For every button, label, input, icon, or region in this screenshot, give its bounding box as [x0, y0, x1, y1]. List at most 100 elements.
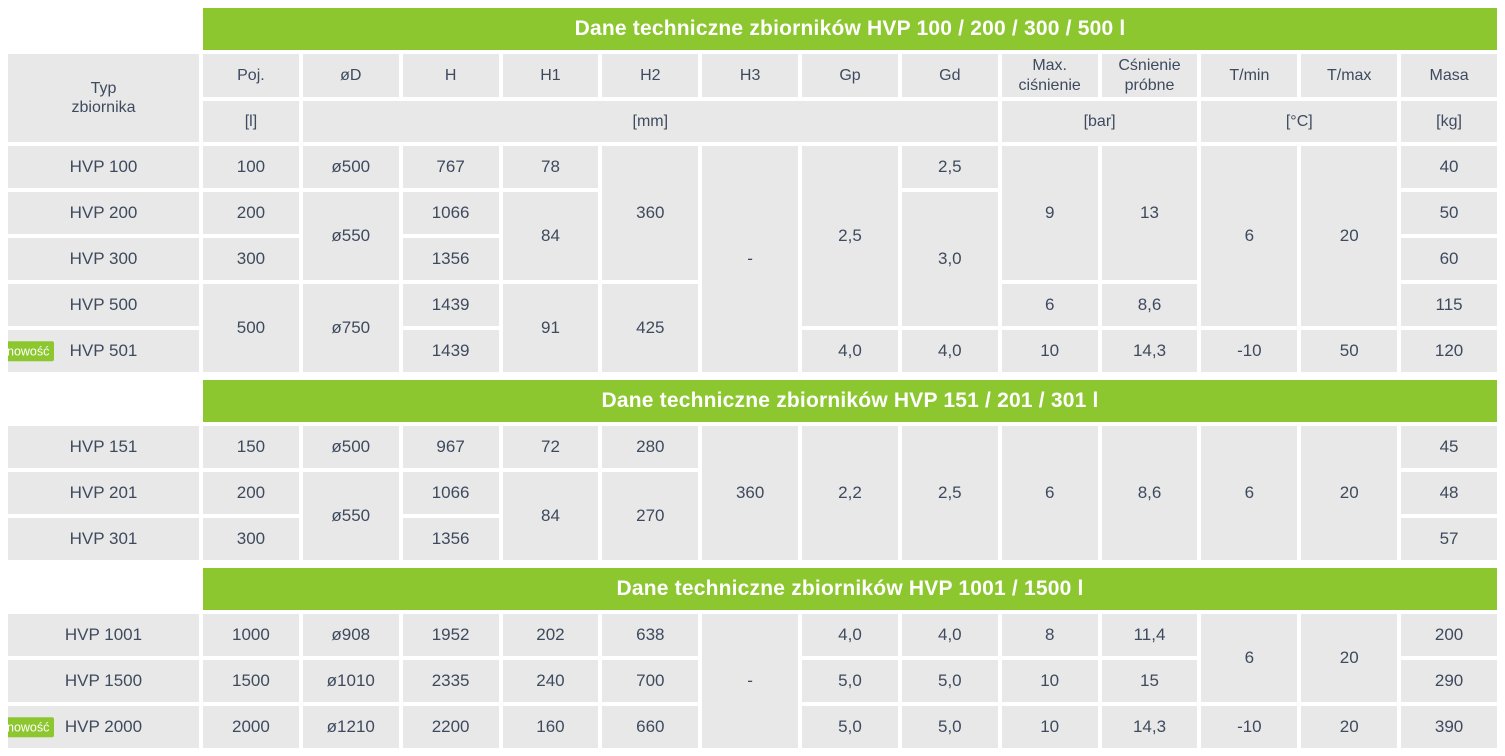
data-cell: 2200 — [398, 702, 503, 752]
column-header-9: Cśnienie próbne — [1097, 50, 1202, 101]
tank-type-label: HVP 500 — [69, 295, 138, 314]
tank-type-label: HVP 151 — [69, 437, 138, 456]
unit-header-1: [mm] — [298, 97, 1002, 146]
column-header-10: T/min — [1197, 50, 1302, 101]
data-cell: 100 — [199, 142, 303, 192]
data-cell: 10 — [997, 326, 1102, 376]
unit-header-0: [l] — [199, 97, 303, 146]
tank-type-label: HVP 301 — [69, 529, 138, 548]
data-cell: ø1010 — [298, 656, 403, 706]
table-row: HVP 500 500 ø750 1439 91 425 6 8,6 115 — [4, 280, 1501, 376]
data-cell: 14,3 — [1097, 702, 1202, 752]
section-title: Dane techniczne zbiorników HVP 151 / 201… — [199, 376, 1501, 426]
tank-type-cell: HVP 301 — [4, 514, 203, 564]
data-cell: 2000 — [199, 702, 303, 752]
data-cell: 4,0 — [897, 610, 1002, 660]
data-cell: ø908 — [298, 610, 403, 660]
tank-type-cell: HVP 1500 — [4, 656, 203, 706]
data-cell: 4,0 — [798, 326, 902, 376]
data-cell: ø550 — [298, 468, 403, 564]
tank-type-cell: nowość HVP 2000 — [4, 702, 203, 752]
tank-type-label: HVP 1001 — [64, 625, 143, 644]
data-cell: 6 — [997, 280, 1102, 330]
column-header-3: H1 — [498, 50, 603, 101]
tank-type-label: HVP 100 — [69, 157, 138, 176]
data-cell: 700 — [598, 656, 703, 706]
data-cell: 91 — [498, 280, 603, 376]
column-header-12: Masa — [1397, 50, 1501, 101]
data-cell: 5,0 — [897, 702, 1002, 752]
data-cell: 425 — [598, 280, 703, 376]
data-cell: 4,0 — [897, 326, 1002, 376]
unit-header-3: [°C] — [1197, 97, 1402, 146]
data-cell: 200 — [1397, 610, 1501, 660]
tank-type-label: HVP 200 — [69, 203, 138, 222]
data-cell: 150 — [199, 422, 303, 472]
title-spacer-cell — [4, 4, 203, 54]
tank-type-cell: nowość HVP 501 — [4, 326, 203, 376]
data-cell: 11,4 — [1097, 610, 1202, 660]
data-cell: ø500 — [298, 422, 403, 472]
type-column-header: Typ zbiornika — [4, 50, 203, 146]
data-cell: 280 — [598, 422, 703, 472]
tank-type-label: HVP 2000 — [64, 717, 143, 736]
column-header-4: H2 — [598, 50, 703, 101]
tank-type-cell: HVP 300 — [4, 234, 203, 284]
data-cell: 1500 — [199, 656, 303, 706]
data-cell: 20 — [1297, 702, 1402, 752]
table-row: nowość HVP 501 1439 4,0 4,0 10 14,3 -10 50 120 — [4, 326, 1501, 376]
table-row: HVP 200 200 ø550 1066 84 3,0 50 — [4, 188, 1501, 330]
tank-type-cell: HVP 500 — [4, 280, 203, 330]
data-cell: ø750 — [298, 280, 403, 376]
data-cell: 20 — [1297, 610, 1402, 706]
tank-type-cell: HVP 100 — [4, 142, 203, 192]
data-cell: 240 — [498, 656, 603, 706]
data-cell: 300 — [199, 234, 303, 284]
column-header-7: Gd — [897, 50, 1002, 101]
data-cell: 3,0 — [897, 188, 1002, 330]
data-cell: 72 — [498, 422, 603, 472]
section-title: Dane techniczne zbiorników HVP 100 / 200… — [199, 4, 1501, 54]
data-cell: 45 — [1397, 422, 1501, 472]
unit-header-4: [kg] — [1397, 97, 1501, 146]
data-cell: 360 — [698, 422, 803, 564]
data-cell: 2,5 — [897, 422, 1002, 564]
data-cell: 202 — [498, 610, 603, 660]
data-cell: 660 — [598, 702, 703, 752]
column-header-1: øD — [298, 50, 403, 101]
data-cell: 9 — [997, 142, 1102, 284]
title-spacer-cell — [4, 376, 203, 426]
tank-type-cell: HVP 1001 — [4, 610, 203, 660]
title-spacer-cell — [4, 564, 203, 614]
data-cell: 1439 — [398, 326, 503, 376]
data-cell: 13 — [1097, 142, 1202, 284]
data-cell: -10 — [1197, 326, 1302, 376]
column-header-6: Gp — [798, 50, 902, 101]
data-cell: 290 — [1397, 656, 1501, 706]
data-cell: 10 — [997, 656, 1102, 706]
data-cell: ø500 — [298, 142, 403, 192]
data-cell: 1952 — [398, 610, 503, 660]
tank-type-label: HVP 1500 — [64, 671, 143, 690]
data-cell: 200 — [199, 188, 303, 238]
data-cell: 10 — [997, 702, 1102, 752]
table-row: HVP 300 300 1356 60 — [4, 234, 1501, 284]
data-cell: 2,5 — [798, 142, 902, 330]
section-title: Dane techniczne zbiorników HVP 1001 / 15… — [199, 564, 1501, 614]
data-cell: 14,3 — [1097, 326, 1202, 376]
data-cell: 1439 — [398, 280, 503, 330]
table-row: HVP 1500 1500 ø1010 2335 240 700 5,0 5,0 10 15 290 — [4, 656, 1501, 706]
data-cell: 6 — [1197, 422, 1302, 564]
data-cell: 8 — [997, 610, 1102, 660]
data-cell: - — [698, 142, 803, 376]
data-cell: 4,0 — [798, 610, 902, 660]
data-cell: 6 — [1197, 142, 1302, 330]
data-cell: 2335 — [398, 656, 503, 706]
column-header-0: Poj. — [199, 50, 303, 101]
hvp-table-section-1: Dane techniczne zbiorników HVP 100 / 200… — [4, 4, 1501, 376]
data-cell: 6 — [1197, 610, 1302, 706]
data-cell: 967 — [398, 422, 503, 472]
tank-type-label: HVP 201 — [69, 483, 138, 502]
data-cell: 40 — [1397, 142, 1501, 192]
